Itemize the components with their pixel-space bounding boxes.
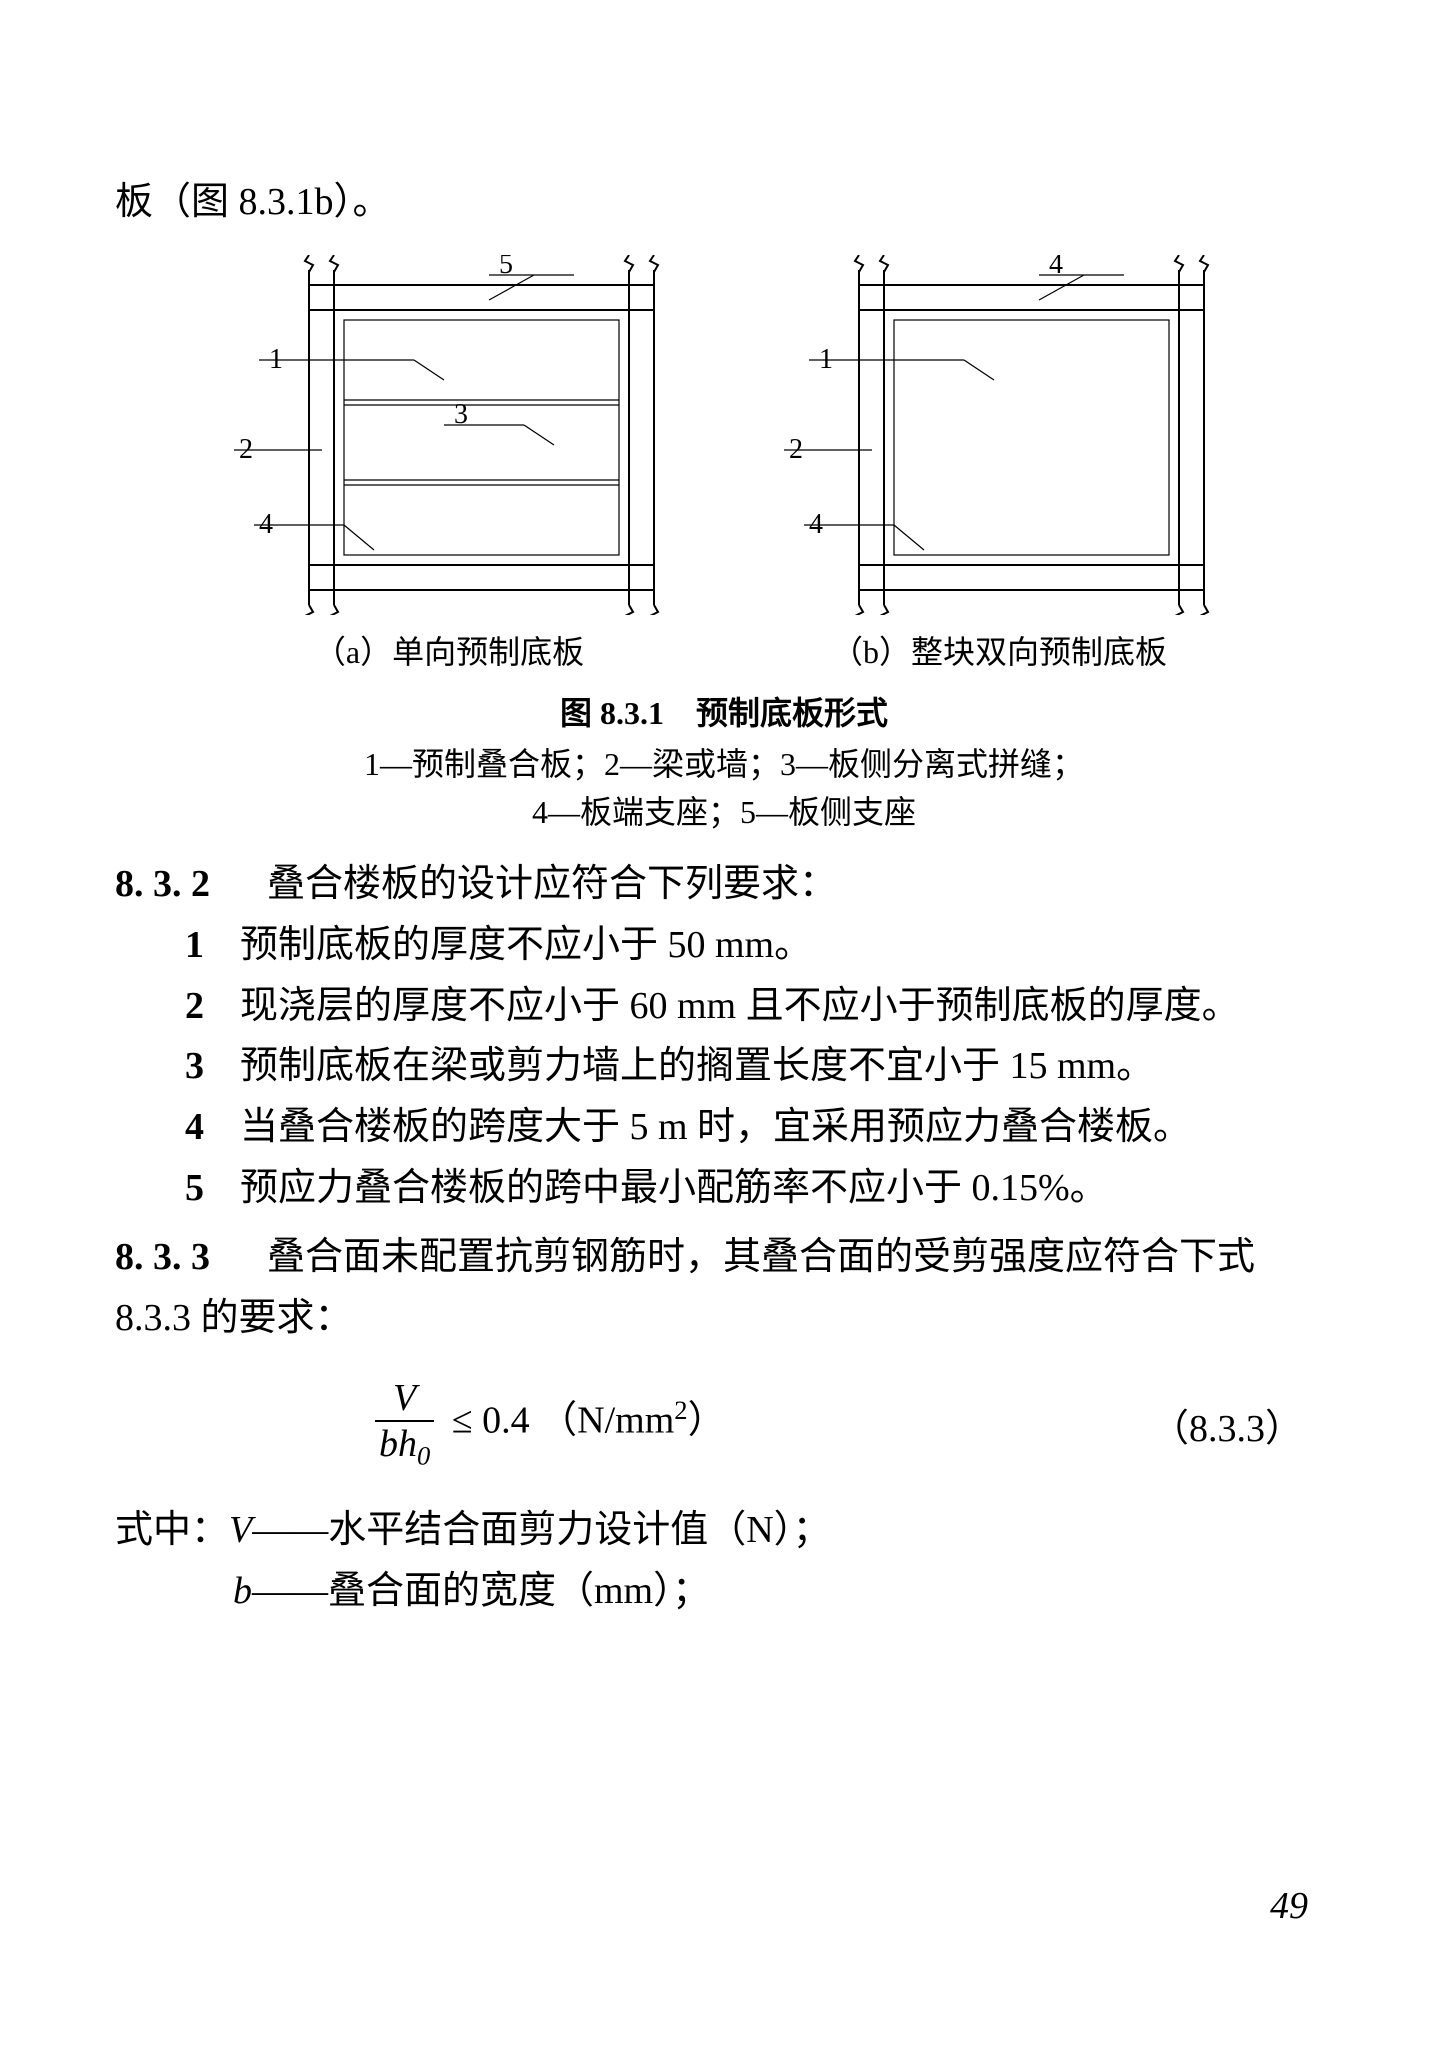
intro-text: 板（图 8.3.1b）。 bbox=[115, 170, 1333, 225]
item-num: 3 bbox=[185, 1036, 240, 1097]
fraction-denominator: bh0 bbox=[375, 1422, 434, 1472]
item-text: 预应力叠合楼板的跨中最小配筋率不应小于 0.15%。 bbox=[240, 1158, 1333, 1219]
page: 板（图 8.3.1b）。 bbox=[0, 0, 1448, 2048]
item-num: 2 bbox=[185, 976, 240, 1037]
where-sym: V bbox=[229, 1509, 252, 1551]
unit-sup: 2 bbox=[674, 1395, 687, 1425]
equation-number: （8.3.3） bbox=[1151, 1397, 1333, 1452]
section-8-3-2: 8. 3. 2 叠合楼板的设计应符合下列要求： bbox=[115, 854, 1333, 915]
figure-title: 图 8.3.1 预制底板形式 bbox=[115, 688, 1333, 734]
label-b-4-top: 4 bbox=[1049, 255, 1063, 280]
list-item: 3 预制底板在梁或剪力墙上的搁置长度不宜小于 15 mm。 bbox=[185, 1036, 1333, 1097]
heading-8-3-2: 8. 3. 2 bbox=[115, 863, 210, 905]
leq-symbol: ≤ bbox=[452, 1400, 473, 1442]
fraction-numerator: V bbox=[375, 1376, 434, 1422]
formula: V bh0 ≤ 0.4 （N/mm2） bbox=[115, 1376, 1151, 1472]
figure-legend: 1—预制叠合板；2—梁或墙；3—板侧分离式拼缝； 4—板端支座；5—板侧支座 bbox=[115, 740, 1333, 836]
item-num: 5 bbox=[185, 1158, 240, 1219]
list-item: 1 预制底板的厚度不应小于 50 mm。 bbox=[185, 915, 1333, 976]
formula-row: V bh0 ≤ 0.4 （N/mm2） （8.3.3） bbox=[115, 1376, 1333, 1472]
rhs-value: 0.4 bbox=[482, 1400, 530, 1442]
where-dash: —— bbox=[252, 1509, 328, 1551]
diagram-a: 5 1 2 3 4 bbox=[214, 255, 684, 615]
list-item: 5 预应力叠合楼板的跨中最小配筋率不应小于 0.15%。 bbox=[185, 1158, 1333, 1219]
heading-8-3-2-text: 叠合楼板的设计应符合下列要求： bbox=[267, 863, 837, 905]
item-text: 预制底板的厚度不应小于 50 mm。 bbox=[240, 915, 1333, 976]
label-a-4: 4 bbox=[259, 509, 273, 540]
label-b-2: 2 bbox=[789, 434, 803, 465]
where-desc: 水平结合面剪力设计值（N）； bbox=[328, 1509, 830, 1551]
label-a-3: 3 bbox=[454, 399, 468, 430]
heading-8-3-3-text: 叠合面未配置抗剪钢筋时，其叠合面的受剪强度应符合下式 8.3.3 的要求： bbox=[115, 1236, 1255, 1339]
unit-open: （N/mm bbox=[539, 1400, 674, 1442]
where-line-1: 式中：V——水平结合面剪力设计值（N）； bbox=[115, 1500, 1333, 1561]
subcaption-b: （b）整块双向预制底板 bbox=[831, 627, 1167, 673]
label-b-4: 4 bbox=[809, 509, 823, 540]
where-line-2: b——叠合面的宽度（mm）； bbox=[115, 1561, 1333, 1622]
legend-line-2: 4—板端支座；5—板侧支座 bbox=[115, 788, 1333, 836]
fraction: V bh0 bbox=[375, 1376, 434, 1472]
where-label: 式中： bbox=[115, 1509, 229, 1551]
list-item: 4 当叠合楼板的跨度大于 5 m 时，宜采用预应力叠合楼板。 bbox=[185, 1097, 1333, 1158]
item-text: 现浇层的厚度不应小于 60 mm 且不应小于预制底板的厚度。 bbox=[240, 976, 1333, 1037]
figures-row: 5 1 2 3 4 （a）单向预制底板 bbox=[115, 255, 1333, 673]
where-sym: b bbox=[233, 1570, 252, 1612]
subcaption-a: （a）单向预制底板 bbox=[314, 627, 584, 673]
figure-b: 4 1 2 4 （b）整块双向预制底板 bbox=[764, 255, 1234, 673]
where-block: 式中：V——水平结合面剪力设计值（N）； b——叠合面的宽度（mm）； bbox=[115, 1500, 1333, 1622]
label-b-1: 1 bbox=[819, 344, 833, 375]
where-dash: —— bbox=[252, 1570, 328, 1612]
item-text: 当叠合楼板的跨度大于 5 m 时，宜采用预应力叠合楼板。 bbox=[240, 1097, 1333, 1158]
diagram-b: 4 1 2 4 bbox=[764, 255, 1234, 615]
unit-close: ） bbox=[688, 1400, 726, 1442]
where-desc: 叠合面的宽度（mm）； bbox=[328, 1570, 710, 1612]
legend-line-1: 1—预制叠合板；2—梁或墙；3—板侧分离式拼缝； bbox=[115, 740, 1333, 788]
list-8-3-2: 1 预制底板的厚度不应小于 50 mm。 2 现浇层的厚度不应小于 60 mm … bbox=[115, 915, 1333, 1219]
item-num: 1 bbox=[185, 915, 240, 976]
section-8-3-3: 8. 3. 3 叠合面未配置抗剪钢筋时，其叠合面的受剪强度应符合下式 8.3.3… bbox=[115, 1227, 1333, 1349]
item-text: 预制底板在梁或剪力墙上的搁置长度不宜小于 15 mm。 bbox=[240, 1036, 1333, 1097]
label-a-2: 2 bbox=[239, 434, 253, 465]
heading-8-3-3: 8. 3. 3 bbox=[115, 1236, 210, 1278]
label-a-5: 5 bbox=[499, 255, 513, 280]
list-item: 2 现浇层的厚度不应小于 60 mm 且不应小于预制底板的厚度。 bbox=[185, 976, 1333, 1037]
page-number: 49 bbox=[1270, 1884, 1308, 1928]
item-num: 4 bbox=[185, 1097, 240, 1158]
figure-a: 5 1 2 3 4 （a）单向预制底板 bbox=[214, 255, 684, 673]
label-a-1: 1 bbox=[269, 344, 283, 375]
